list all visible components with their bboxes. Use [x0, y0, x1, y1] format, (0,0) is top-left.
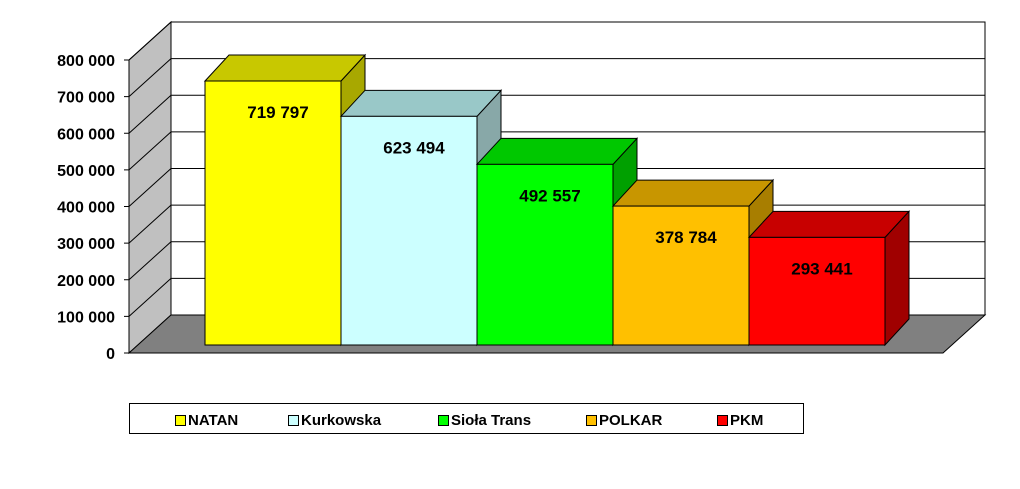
chart-legend: NATAN Kurkowska Sioła Trans POLKAR PKM: [129, 403, 804, 434]
data-label: 492 557: [519, 186, 580, 205]
gridline-side: [128, 131, 172, 171]
y-tick-label: 400 000: [57, 200, 115, 217]
bar-top: [203, 54, 367, 82]
legend-label: NATAN: [188, 412, 239, 429]
bar-top: [475, 137, 639, 165]
data-label: 378 784: [655, 228, 717, 247]
y-tick-label: 700 000: [57, 90, 115, 107]
legend-swatch: [288, 415, 299, 426]
legend-swatch: [586, 415, 597, 426]
y-tick-label: 300 000: [57, 236, 115, 253]
data-label: 293 441: [791, 259, 852, 278]
bar: [612, 205, 750, 346]
gridline-side: [128, 241, 172, 281]
legend-item: POLKAR: [586, 412, 662, 429]
bar: [748, 236, 886, 346]
bar: [340, 115, 478, 346]
gridline-side: [128, 204, 172, 244]
legend-label: PKM: [730, 412, 764, 429]
bar-top: [611, 179, 775, 207]
bar-top: [747, 210, 911, 238]
y-tick-label: 500 000: [57, 163, 115, 180]
legend-swatch: [438, 415, 449, 426]
gridline-side: [128, 168, 172, 207]
legend-label: Kurkowska: [301, 412, 382, 429]
legend-item: Sioła Trans: [438, 412, 531, 429]
data-label: 719 797: [247, 103, 308, 122]
gridline-side: [128, 278, 172, 317]
legend-label: POLKAR: [599, 412, 663, 429]
gridline-side: [128, 58, 172, 97]
y-tick-label: 600 000: [57, 126, 115, 143]
legend-label: Sioła Trans: [451, 412, 532, 429]
legend-item: Kurkowska: [288, 412, 381, 429]
bar: [204, 80, 342, 346]
y-tick-label: 200 000: [57, 273, 115, 290]
y-tick-label: 0: [106, 346, 115, 363]
gridline-side: [128, 94, 172, 134]
data-label: 623 494: [383, 138, 445, 157]
bar-top: [339, 89, 503, 117]
bar: [476, 163, 614, 346]
legend-swatch: [175, 415, 186, 426]
legend-swatch: [717, 415, 728, 426]
legend-item: NATAN: [175, 412, 238, 429]
legend-item: PKM: [717, 412, 763, 429]
gridline-side: [128, 21, 172, 61]
y-tick-label: 100 000: [57, 309, 115, 326]
y-tick-label: 800 000: [57, 53, 115, 70]
